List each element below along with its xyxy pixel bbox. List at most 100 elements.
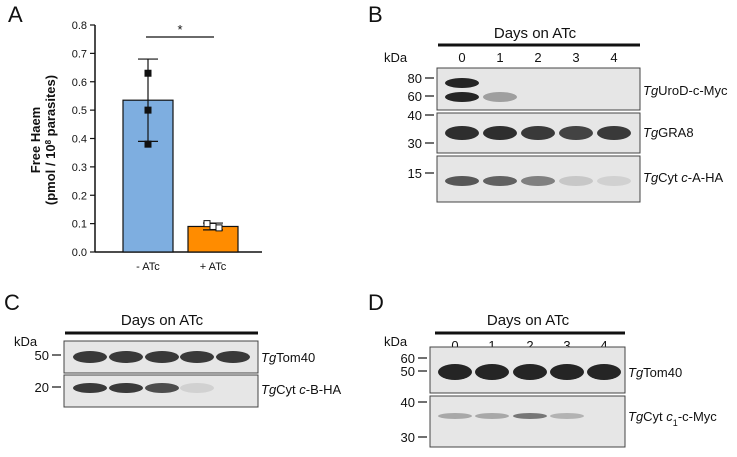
marker-label: 40 [401,395,415,410]
band [438,413,472,419]
band [216,351,250,363]
band [587,364,621,380]
band [550,413,584,419]
band [483,176,517,186]
band [445,126,479,140]
text-span: Tg [643,170,659,185]
significance: * [177,22,182,37]
text-span: c [299,382,306,397]
y-tick-label: 0.7 [72,48,87,60]
text-span: Tom40 [643,365,682,380]
band [438,364,472,380]
x-tick-label: + ATc [200,261,227,273]
blot-strip [436,67,641,111]
band [73,351,107,363]
band [597,176,631,186]
data-point [144,69,152,77]
marker-label: 50 [401,364,415,379]
band [483,126,517,140]
text-span: Tom40 [276,350,315,365]
text-span: UroD-c-Myc [658,83,728,98]
x-tick-label: - ATc [136,261,160,273]
band [180,351,214,363]
band [73,383,107,393]
text-span: c [681,170,688,185]
text-span: parasites) [43,75,58,140]
protein-label: TgTom40 [628,365,682,380]
lane-label: 1 [496,50,503,65]
band [550,364,584,380]
lane-label: 4 [610,50,617,65]
band [145,383,179,393]
text-span: Cyt [276,382,299,397]
band [513,364,547,380]
lane-label: 1 [488,338,495,353]
text-span: Free Haem [28,107,43,173]
panel-letter: D [368,290,384,315]
protein-label: TgTom40 [261,350,315,365]
text-span: c [666,409,673,424]
data-point [144,140,152,148]
marker-label: 30 [408,136,422,151]
panel-letter: B [368,2,383,27]
marker-label: 30 [401,430,415,445]
band [180,383,214,393]
data-point [203,220,211,228]
marker-label: 40 [408,108,422,123]
text-span: 1 [673,418,678,428]
marker-label: 20 [35,380,49,395]
band [109,383,143,393]
text-span: -A-HA [688,170,724,185]
y-axis-label: (pmol / 108 parasites) [43,75,58,205]
blot-strip [429,395,626,448]
protein-label: TgCyt c-A-HA [643,170,724,185]
lane-label: 4 [600,338,607,353]
band [109,351,143,363]
y-axis-label: Free Haem [28,107,43,173]
y-tick-label: 0.2 [72,190,87,202]
y-tick-label: 0.3 [72,162,87,174]
y-tick-label: 0.6 [72,77,87,89]
band [445,176,479,186]
band [475,413,509,419]
text-span: Tg [261,382,277,397]
band [521,126,555,140]
lane-label: 2 [534,50,541,65]
lane-label: 2 [526,338,533,353]
band [559,126,593,140]
data-point [144,106,152,114]
lane-label: 0 [451,338,458,353]
y-tick-label: 0.1 [72,219,87,231]
band [483,92,517,102]
band [475,364,509,380]
blot-header: Days on ATc [121,312,204,329]
panel-letter: A [8,2,23,27]
band [597,126,631,140]
protein-label: TgUroD-c-Myc [643,83,728,98]
band [445,92,479,102]
band [513,413,547,419]
text-span: 8 [44,139,53,144]
band [521,176,555,186]
lane-label: 3 [563,338,570,353]
data-point [215,224,223,232]
text-span: Tg [643,83,659,98]
text-span: (pmol / 10 [43,144,58,205]
text-span: Tg [643,125,659,140]
text-span: Cyt [658,170,681,185]
kda-unit: kDa [384,50,408,65]
blot-header: Days on ATc [494,25,577,42]
band [559,176,593,186]
text-span: -c-Myc [678,409,717,424]
text-span: Tg [628,365,644,380]
y-tick-label: 0.4 [72,134,87,146]
marker-label: 60 [408,89,422,104]
marker-label: 60 [401,351,415,366]
text-span: -B-HA [306,382,342,397]
bar [187,225,239,253]
band [145,351,179,363]
lane-label: 0 [458,50,465,65]
panel-letter: C [4,290,20,315]
kda-unit: kDa [384,334,408,349]
